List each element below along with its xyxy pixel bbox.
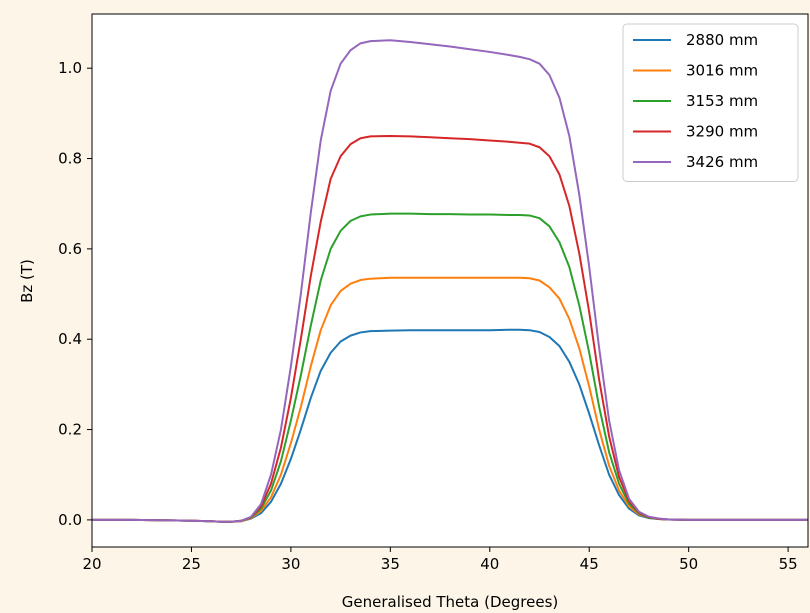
legend: 2880 mm 3016 mm 3153 mm 3290 mm 3426 mm bbox=[622, 23, 799, 182]
x-axis: 20 25 30 35 40 45 50 55 bbox=[82, 547, 798, 573]
x-tick-label: 25 bbox=[182, 555, 201, 573]
legend-box bbox=[622, 23, 799, 182]
y-axis-label: Bz (T) bbox=[18, 259, 36, 303]
legend-label-3: 3290 mm bbox=[686, 123, 758, 141]
series-line-4 bbox=[92, 39, 808, 523]
series-layer bbox=[92, 39, 808, 523]
plot-frame bbox=[91, 13, 809, 548]
y-axis: 0.0 0.2 0.4 0.6 0.8 1.0 bbox=[58, 59, 92, 529]
x-tick-label: 50 bbox=[679, 555, 698, 573]
x-axis-label: Generalised Theta (Degrees) bbox=[342, 593, 558, 611]
legend-label-0: 2880 mm bbox=[686, 31, 758, 49]
x-tick-label: 30 bbox=[281, 555, 300, 573]
legend-label-2: 3153 mm bbox=[686, 92, 758, 110]
x-tick-label: 40 bbox=[480, 555, 499, 573]
legend-label-1: 3016 mm bbox=[686, 62, 758, 80]
x-tick-label: 55 bbox=[779, 555, 798, 573]
y-tick-label: 0.4 bbox=[58, 330, 82, 348]
x-tick-label: 20 bbox=[82, 555, 101, 573]
y-tick-label: 0.0 bbox=[58, 511, 82, 529]
y-tick-label: 0.8 bbox=[58, 150, 82, 168]
x-tick-label: 45 bbox=[580, 555, 599, 573]
x-tick-label: 35 bbox=[381, 555, 400, 573]
legend-label-4: 3426 mm bbox=[686, 153, 758, 171]
y-tick-label: 0.6 bbox=[58, 240, 82, 258]
y-tick-label: 0.2 bbox=[58, 421, 82, 439]
y-tick-label: 1.0 bbox=[58, 59, 82, 77]
